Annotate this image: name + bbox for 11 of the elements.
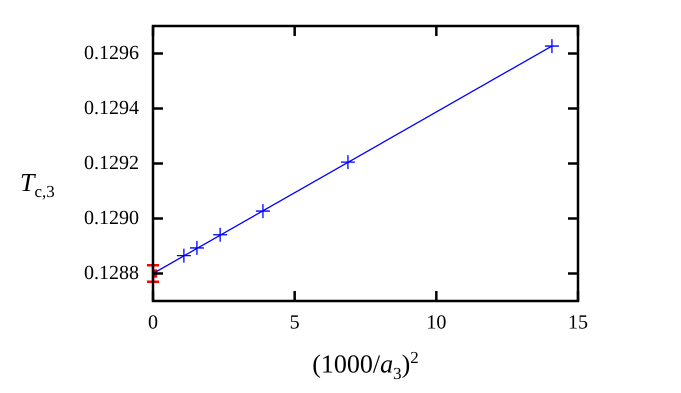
y-tick-label: 0.1288 xyxy=(84,262,139,284)
x-axis-title: (1000/a$_{3}$)$^{2}$ xyxy=(311,348,420,384)
x-tick-label: 0 xyxy=(148,311,158,334)
x-tick-label: 10 xyxy=(426,311,446,334)
y-tick-label: 0.1290 xyxy=(84,206,139,229)
x-tick-label: 15 xyxy=(568,311,588,334)
x-tick-label: 5 xyxy=(290,311,300,334)
y-tick-label: 0.1294 xyxy=(84,96,139,119)
y-axis-title: T$_{c,3}$ xyxy=(20,168,55,202)
y-tick-label: 0.1296 xyxy=(84,42,139,64)
y-tick-label: 0.1292 xyxy=(84,152,139,174)
